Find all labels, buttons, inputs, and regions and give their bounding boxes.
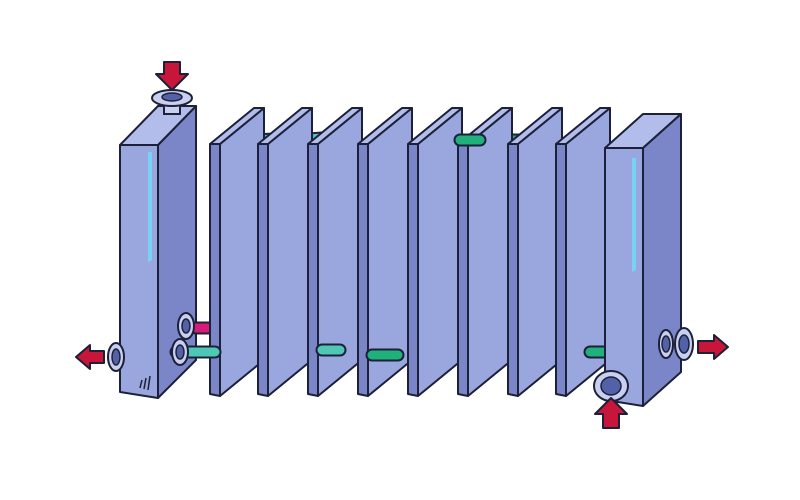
plate <box>507 107 563 397</box>
outlet-arrow-icon <box>75 344 105 370</box>
plate-edge <box>307 143 319 397</box>
right-frame-side <box>642 113 682 407</box>
plate <box>307 107 363 397</box>
plate-edge <box>507 143 519 397</box>
cold-outlet-arrow <box>697 334 729 360</box>
right-end-frame <box>604 113 682 407</box>
plate <box>457 107 513 397</box>
plate <box>209 107 265 397</box>
plate <box>407 107 463 397</box>
inlet-arrow-icon <box>594 397 628 429</box>
hot-inlet-arrow <box>155 61 189 91</box>
right-frame-highlight <box>632 158 636 272</box>
port-connector-hole <box>175 344 185 360</box>
plate <box>257 107 313 397</box>
left-outlet-port <box>107 342 125 372</box>
cold-inlet-arrow <box>594 397 628 429</box>
left-frame-front <box>119 144 159 399</box>
inlet-arrow-icon <box>155 61 189 91</box>
plate <box>555 107 611 397</box>
outlet-arrow-icon <box>697 334 729 360</box>
left-frame-highlight <box>148 152 152 262</box>
plate-edge <box>555 143 567 397</box>
plate-edge <box>257 143 269 397</box>
plate-face <box>417 107 463 397</box>
plate-edge <box>457 143 469 397</box>
right-frame-front <box>604 147 644 407</box>
left-end-frame <box>119 105 197 399</box>
left-frame-ports <box>171 312 195 366</box>
plate-edge <box>357 143 369 397</box>
plate-edge <box>407 143 419 397</box>
plate-edge <box>209 143 221 397</box>
right-outlet-port <box>658 327 694 361</box>
left-frame-hatch <box>139 375 151 391</box>
plate-stack <box>169 107 612 397</box>
plate <box>357 107 413 397</box>
port-connector-hole <box>181 318 191 334</box>
hot-outlet-arrow <box>75 344 105 370</box>
plate-face <box>267 107 313 397</box>
plate-face <box>467 107 513 397</box>
right-bottom-port <box>593 370 629 402</box>
